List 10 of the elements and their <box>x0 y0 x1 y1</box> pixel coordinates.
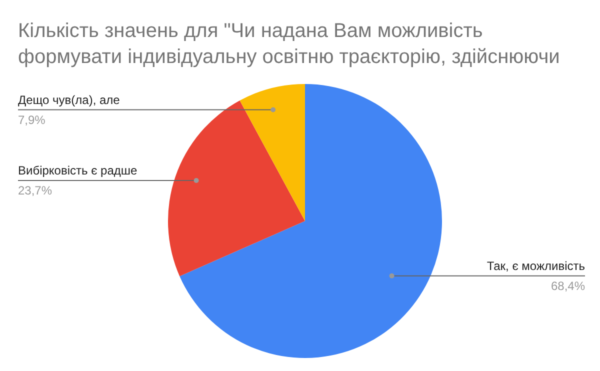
slice-label: Так, є можливість <box>486 258 585 273</box>
chart-title: Кількість значень для "Чи надана Вам можливість формувати індивідуальну освітню траєкторію, здійснюючи <box>18 19 561 70</box>
pie-slice <box>168 100 305 276</box>
pie-slice <box>240 84 305 221</box>
slice-label: Дещо чув(ла), але <box>18 92 120 107</box>
slice-label: Вибірковість є радше <box>18 164 138 178</box>
data-label: 68,4% <box>550 278 586 293</box>
data-label: 23,7% <box>18 184 52 198</box>
data-label: 7,9% <box>18 112 46 127</box>
pie-slice <box>180 84 442 358</box>
